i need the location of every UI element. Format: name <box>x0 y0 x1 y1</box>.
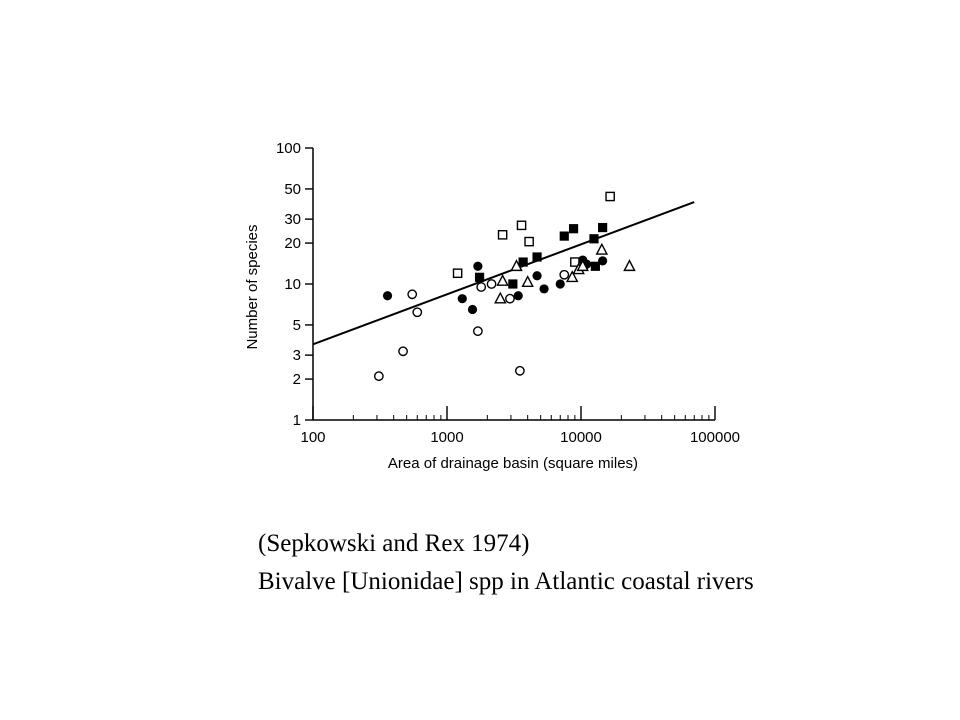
point-filled-circle <box>532 271 542 281</box>
point-open-triangle <box>565 270 579 283</box>
y-tick-label: 50 <box>284 181 301 198</box>
x-tick-label: 10000 <box>560 429 602 446</box>
point-open-circle <box>373 371 384 382</box>
y-tick-label: 1 <box>293 412 301 429</box>
point-open-circle <box>412 307 423 318</box>
point-filled-square <box>590 261 600 271</box>
point-filled-circle <box>457 294 467 304</box>
point-open-circle <box>505 293 515 304</box>
x-tick-label: 100 <box>300 429 325 446</box>
y-axis-title: Number of species <box>244 224 261 349</box>
caption-description: Bivalve [Unionidae] spp in Atlantic coas… <box>258 568 754 595</box>
point-filled-square <box>568 224 579 234</box>
point-filled-square <box>518 257 528 267</box>
caption-citation: (Sepkowski and Rex 1974) <box>258 530 530 557</box>
point-open-square <box>570 257 580 267</box>
point-open-triangle <box>521 275 534 288</box>
point-open-triangle <box>510 259 523 272</box>
y-tick-label: 5 <box>293 317 301 334</box>
point-open-triangle <box>576 259 589 272</box>
point-open-square <box>524 236 534 247</box>
point-filled-circle <box>513 291 523 301</box>
point-open-circle <box>398 346 408 357</box>
point-open-circle <box>486 279 497 289</box>
point-filled-square <box>559 231 569 241</box>
y-tick-label: 3 <box>293 347 301 364</box>
point-open-circle <box>472 326 483 337</box>
point-open-circle <box>407 289 418 300</box>
chart-axes <box>305 147 716 421</box>
y-tick-label: 10 <box>284 276 301 293</box>
point-open-circle <box>515 365 525 376</box>
fit-line-group <box>312 201 695 346</box>
point-filled-square <box>508 279 518 289</box>
point-open-square <box>452 268 463 279</box>
regression-line <box>312 201 695 346</box>
tick-labels: 1 2 3 5 10 20 30 50 100 100 1000 10000 100000 <box>276 140 740 446</box>
point-filled-circle <box>467 304 478 315</box>
data-points <box>373 191 636 382</box>
point-open-square <box>516 220 527 231</box>
x-tick-label: 1000 <box>430 429 463 446</box>
point-open-triangle <box>494 291 507 304</box>
x-axis-title: Area of drainage basin (square miles) <box>388 455 638 472</box>
point-filled-square <box>589 234 599 244</box>
point-filled-circle <box>555 279 565 289</box>
point-filled-square <box>598 222 608 233</box>
point-filled-square <box>532 252 542 262</box>
point-filled-circle <box>598 256 608 266</box>
y-tick-label: 20 <box>284 235 301 252</box>
x-tick-label: 100000 <box>690 429 740 446</box>
point-open-triangle <box>623 259 636 272</box>
point-open-square <box>497 230 508 240</box>
y-tick-label: 30 <box>284 211 301 228</box>
point-filled-square <box>474 272 485 282</box>
y-tick-label: 100 <box>276 140 301 157</box>
point-open-triangle <box>496 274 509 286</box>
point-open-square <box>605 191 615 202</box>
point-open-circle <box>559 269 570 280</box>
y-tick-label: 2 <box>293 371 301 388</box>
point-filled-circle <box>382 291 393 301</box>
point-filled-circle <box>539 284 549 294</box>
point-filled-circle <box>473 261 483 271</box>
point-open-triangle <box>595 242 609 255</box>
point-open-circle <box>476 282 487 292</box>
